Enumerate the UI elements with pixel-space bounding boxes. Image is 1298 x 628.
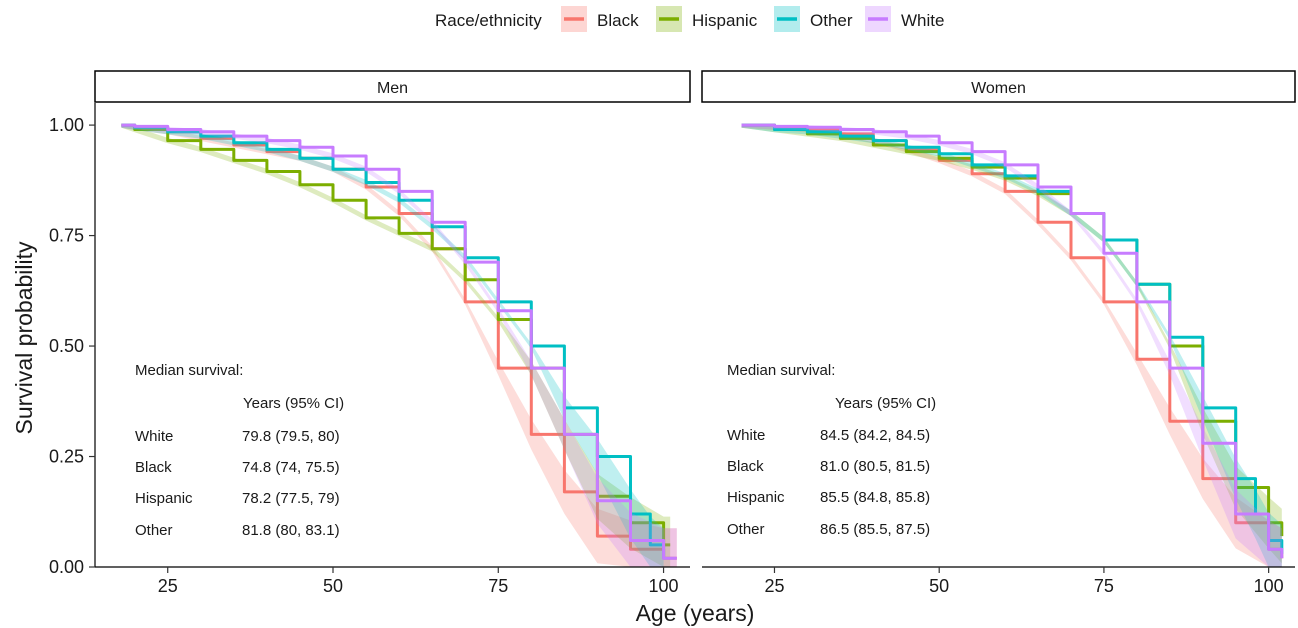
panel-women: Women 25 50 75 100 Median survival: Years (… xyxy=(701,70,1296,596)
y-tick-label: 0.00 xyxy=(49,557,84,577)
legend-item-other: Other xyxy=(774,6,853,32)
legend-item-white: White xyxy=(865,6,944,32)
y-tick-label: 0.50 xyxy=(49,336,84,356)
annotation-value: 81.8 (80, 83.1) xyxy=(242,522,340,539)
x-tick-label: 50 xyxy=(323,576,343,596)
median-survival-table-men: Median survival: Years (95% CI) White 79… xyxy=(135,362,344,539)
annotation-group-label: White xyxy=(727,427,765,444)
annotation-heading: Median survival: xyxy=(727,362,835,379)
x-ticks-women: 25 50 75 100 xyxy=(764,567,1284,596)
annotation-value: 86.5 (85.5, 87.5) xyxy=(820,521,930,538)
annotation-value: 84.5 (84.2, 84.5) xyxy=(820,427,930,444)
x-ticks-men: 25 50 75 100 xyxy=(158,567,679,596)
panel-title-women: Women xyxy=(971,80,1026,97)
legend-label: Black xyxy=(597,11,639,30)
x-tick-label: 50 xyxy=(929,576,949,596)
ci-band-other xyxy=(741,125,1282,567)
annotation-group-label: Other xyxy=(727,521,765,538)
y-tick-label: 0.75 xyxy=(49,226,84,246)
ci-band-hispanic xyxy=(121,125,671,567)
legend-label: Other xyxy=(810,11,853,30)
x-tick-label: 75 xyxy=(1094,576,1114,596)
y-axis-title: Survival probability xyxy=(11,241,37,435)
ci-band-black xyxy=(121,125,677,567)
annotation-value: 74.8 (74, 75.5) xyxy=(242,459,340,476)
annotation-value: 78.2 (77.5, 79) xyxy=(242,490,340,507)
annotation-group-label: Other xyxy=(135,522,173,539)
ci-band-black xyxy=(741,125,1282,567)
ci-band-white xyxy=(121,125,677,567)
annotation-value: 79.8 (79.5, 80) xyxy=(242,428,340,445)
y-tick-label: 0.25 xyxy=(49,447,84,467)
annotation-value: 81.0 (80.5, 81.5) xyxy=(820,458,930,475)
legend-item-hispanic: Hispanic xyxy=(656,6,758,32)
annotation-group-label: Hispanic xyxy=(727,489,785,506)
y-tick-label: 1.00 xyxy=(49,115,84,135)
plot-area-women xyxy=(741,123,1284,567)
x-tick-label: 100 xyxy=(1254,576,1284,596)
x-tick-label: 75 xyxy=(488,576,508,596)
x-tick-label: 100 xyxy=(649,576,679,596)
y-ticks: 0.00 0.25 0.50 0.75 1.00 xyxy=(49,115,95,577)
panel-strip-men xyxy=(94,70,691,103)
plot-area-men xyxy=(121,123,677,567)
legend-title: Race/ethnicity xyxy=(435,11,542,30)
median-survival-table-women: Median survival: Years (95% CI) White 84… xyxy=(727,362,936,538)
legend: Race/ethnicity Black Hispanic Other White xyxy=(435,6,944,32)
legend-label: Hispanic xyxy=(692,11,758,30)
annotation-heading: Median survival: xyxy=(135,362,243,379)
x-tick-label: 25 xyxy=(764,576,784,596)
panel-men: Men 25 50 75 100 0.00 0.25 0.50 0.75 1.00 Media… xyxy=(49,70,691,596)
annotation-group-label: Hispanic xyxy=(135,490,193,507)
annotation-value: 85.5 (84.8, 85.8) xyxy=(820,489,930,506)
annotation-group-label: Black xyxy=(727,458,764,475)
annotation-column-header: Years (95% CI) xyxy=(835,395,936,412)
panel-strip-women xyxy=(701,70,1296,103)
series-line-white xyxy=(741,123,1284,559)
annotation-column-header: Years (95% CI) xyxy=(243,395,344,412)
annotation-group-label: White xyxy=(135,428,173,445)
x-tick-label: 25 xyxy=(158,576,178,596)
legend-label: White xyxy=(901,11,944,30)
legend-item-black: Black xyxy=(561,6,639,32)
panel-title-men: Men xyxy=(377,80,408,97)
annotation-group-label: Black xyxy=(135,459,172,476)
x-axis-title: Age (years) xyxy=(636,600,755,626)
series-line-white xyxy=(121,123,677,560)
